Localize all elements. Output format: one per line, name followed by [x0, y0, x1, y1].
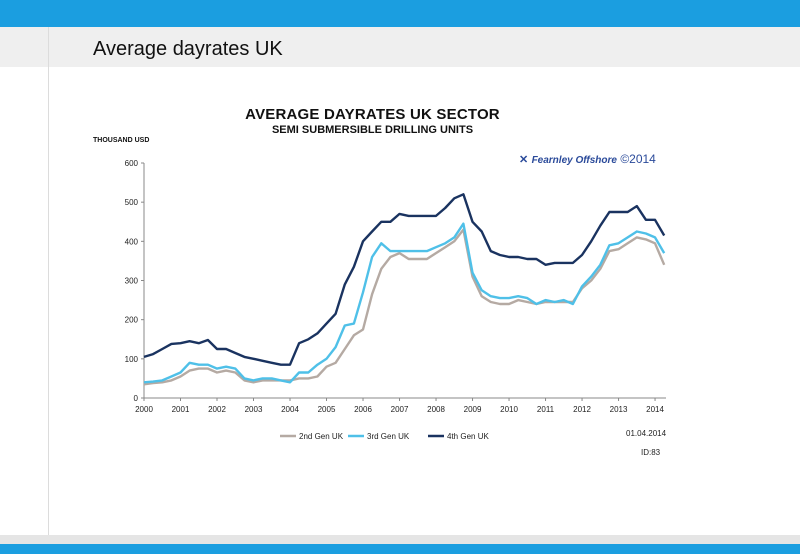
- y-tick-label: 100: [125, 355, 139, 364]
- y-tick-label: 600: [125, 159, 139, 168]
- page-title: Average dayrates UK: [93, 38, 283, 60]
- left-margin-rule: [48, 27, 49, 544]
- title-band: [0, 27, 800, 67]
- chart-title: AVERAGE DAYRATES UK SECTOR: [245, 106, 500, 123]
- x-tick-label: 2009: [464, 405, 482, 414]
- bottom-gray-band: [0, 535, 800, 544]
- x-tick-label: 2010: [500, 405, 518, 414]
- legend-label: 2nd Gen UK: [299, 432, 344, 441]
- brand-copyright: ©2014: [620, 152, 656, 166]
- x-tick-label: 2006: [354, 405, 372, 414]
- x-tick-label: 2002: [208, 405, 226, 414]
- top-accent-bar: [0, 0, 800, 27]
- x-tick-label: 2001: [172, 405, 190, 414]
- brand-watermark: ✕ Fearnley Offshore ©2014: [519, 152, 656, 166]
- series-line-2nd-gen-uk: [143, 228, 666, 386]
- bottom-accent-bar: [0, 544, 800, 554]
- document-id: ID:83: [641, 448, 661, 457]
- y-tick-label: 0: [134, 394, 139, 403]
- x-tick-label: 2005: [318, 405, 336, 414]
- y-tick-label: 300: [125, 277, 139, 286]
- x-tick-label: 2012: [573, 405, 591, 414]
- series-line-3rd-gen-uk: [143, 222, 666, 384]
- y-tick-label: 500: [125, 198, 139, 207]
- x-tick-label: 2013: [610, 405, 628, 414]
- y-tick-label: 200: [125, 316, 139, 325]
- legend-label: 4th Gen UK: [447, 432, 489, 441]
- x-tick-label: 2008: [427, 405, 445, 414]
- x-tick-label: 2004: [281, 405, 299, 414]
- y-tick-label: 400: [125, 237, 139, 246]
- x-tick-label: 2014: [646, 405, 664, 414]
- brand-name: Fearnley Offshore: [531, 155, 617, 166]
- chart-subtitle: SEMI SUBMERSIBLE DRILLING UNITS: [271, 124, 474, 136]
- x-tick-label: 2003: [245, 405, 263, 414]
- x-tick-label: 2000: [135, 405, 153, 414]
- y-axis-label: THOUSAND USD: [93, 137, 150, 144]
- report-date: 01.04.2014: [626, 429, 667, 438]
- series-line-4th-gen-uk: [143, 193, 666, 366]
- x-tick-label: 2007: [391, 405, 409, 414]
- fearnley-logo-icon: ✕: [519, 154, 529, 166]
- legend-label: 3rd Gen UK: [367, 432, 410, 441]
- x-tick-label: 2011: [537, 405, 555, 414]
